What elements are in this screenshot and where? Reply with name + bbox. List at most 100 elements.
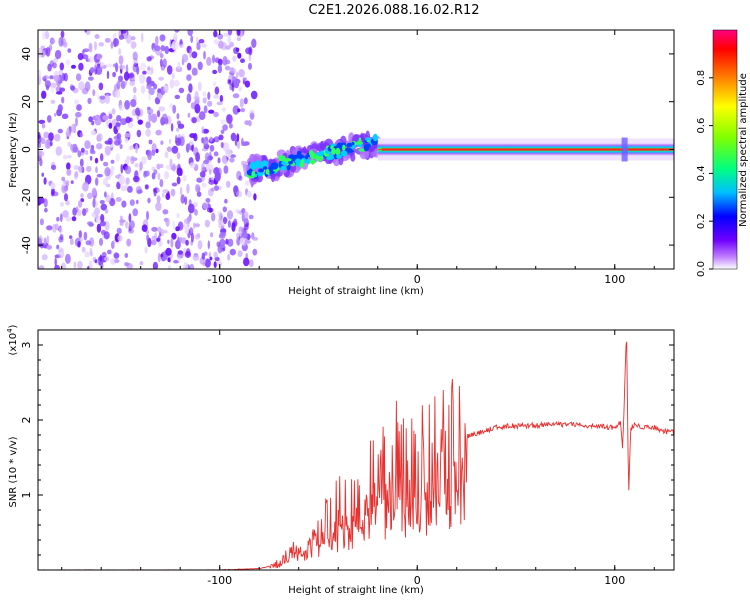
noise-blob bbox=[150, 113, 158, 123]
noise-blob bbox=[124, 165, 132, 175]
signal-core bbox=[366, 143, 371, 148]
noise-blob bbox=[165, 247, 172, 256]
noise-blob bbox=[41, 123, 46, 129]
signal-core bbox=[250, 161, 255, 168]
noise-blob bbox=[97, 133, 103, 142]
noise-blob bbox=[70, 123, 76, 133]
noise-blob bbox=[139, 261, 144, 266]
noise-blob bbox=[155, 202, 162, 212]
noise-blob bbox=[139, 74, 146, 84]
noise-blob bbox=[61, 176, 66, 182]
noise-blob bbox=[173, 32, 178, 42]
noise-blob bbox=[63, 154, 68, 160]
noise-blob bbox=[156, 188, 161, 193]
noise-blob bbox=[147, 150, 152, 161]
colorbar-tick-label: 0.0 bbox=[696, 261, 707, 277]
noise-blob bbox=[84, 81, 91, 92]
noise-blob bbox=[165, 192, 171, 201]
noise-blob bbox=[92, 198, 96, 208]
noise-blob bbox=[183, 262, 189, 269]
noise-blob bbox=[194, 223, 200, 228]
noise-blob bbox=[129, 80, 136, 87]
noise-blob bbox=[66, 162, 71, 170]
noise-blob bbox=[148, 139, 153, 145]
noise-blob bbox=[146, 85, 152, 90]
noise-blob bbox=[38, 265, 45, 269]
noise-blob bbox=[181, 53, 189, 63]
noise-blob bbox=[116, 181, 121, 190]
noise-blob bbox=[124, 80, 128, 86]
signal-core bbox=[346, 149, 355, 153]
noise-blob bbox=[100, 153, 104, 162]
noise-blob bbox=[197, 61, 203, 71]
noise-blob bbox=[96, 143, 103, 150]
noise-blob bbox=[164, 171, 169, 180]
noise-blob bbox=[160, 45, 166, 52]
noise-blob bbox=[239, 237, 245, 246]
signal-core bbox=[280, 165, 287, 171]
noise-blob bbox=[85, 174, 92, 185]
noise-blob bbox=[216, 101, 223, 106]
noise-blob bbox=[214, 171, 221, 182]
noise-blob bbox=[243, 224, 249, 231]
noise-blob bbox=[118, 75, 123, 83]
spectrogram-image bbox=[38, 30, 674, 269]
noise-blob bbox=[50, 99, 56, 104]
noise-blob bbox=[117, 235, 123, 241]
noise-blob bbox=[85, 150, 89, 155]
noise-blob bbox=[186, 216, 191, 223]
signal-core bbox=[346, 142, 353, 148]
noise-blob bbox=[218, 134, 224, 141]
noise-blob bbox=[54, 133, 61, 142]
noise-blob bbox=[128, 220, 135, 230]
noise-blob bbox=[65, 130, 72, 137]
noise-blob bbox=[171, 145, 179, 154]
noise-blob bbox=[52, 58, 59, 63]
snr-panel: -100 0 100 1 2 3 Height of straight line (km)… bbox=[6, 324, 675, 596]
colorbar: 0.0 0.2 0.4 0.6 0.8 Normalized spectral ampl… bbox=[696, 29, 749, 277]
noise-blob bbox=[157, 252, 161, 263]
noise-blob bbox=[136, 109, 141, 117]
snr-ytick-label: 2 bbox=[20, 417, 33, 424]
noise-blob bbox=[65, 59, 71, 66]
noise-blob bbox=[69, 235, 73, 240]
noise-blob bbox=[118, 55, 124, 65]
noise-blob bbox=[159, 53, 164, 59]
noise-blob bbox=[212, 81, 217, 87]
noise-blob bbox=[222, 56, 228, 66]
noise-blob bbox=[67, 154, 72, 159]
noise-blob bbox=[241, 141, 248, 147]
noise-blob bbox=[244, 120, 250, 126]
snr-ytick-label: 1 bbox=[20, 492, 33, 499]
noise-blob bbox=[140, 62, 147, 71]
carrier-spike bbox=[621, 137, 628, 162]
noise-blob bbox=[67, 141, 71, 147]
noise-blob bbox=[176, 167, 183, 176]
noise-blob bbox=[61, 96, 65, 104]
noise-blob bbox=[191, 51, 198, 59]
noise-blob bbox=[157, 172, 161, 181]
noise-blob bbox=[196, 233, 201, 238]
noise-blob bbox=[38, 150, 45, 157]
noise-blob bbox=[108, 113, 113, 120]
noise-blob bbox=[252, 248, 258, 256]
noise-blob bbox=[43, 75, 50, 80]
noise-blob bbox=[190, 232, 194, 243]
noise-blob bbox=[116, 227, 122, 235]
noise-blob bbox=[227, 253, 231, 261]
noise-blob bbox=[176, 176, 181, 185]
noise-blob bbox=[162, 209, 169, 215]
noise-blob bbox=[66, 127, 70, 133]
noise-blob bbox=[202, 137, 209, 146]
noise-blob bbox=[77, 53, 84, 61]
noise-blob bbox=[140, 32, 144, 43]
noise-blob bbox=[236, 30, 241, 36]
spec-ytick-label: 40 bbox=[20, 47, 33, 61]
snr-plot-area bbox=[38, 341, 674, 570]
noise-blob bbox=[54, 257, 57, 267]
noise-blob bbox=[206, 207, 214, 213]
noise-blob bbox=[103, 161, 109, 167]
signal-core bbox=[320, 150, 324, 157]
colorbar-tick-label: 0.6 bbox=[696, 118, 707, 134]
noise-blob bbox=[156, 237, 161, 242]
